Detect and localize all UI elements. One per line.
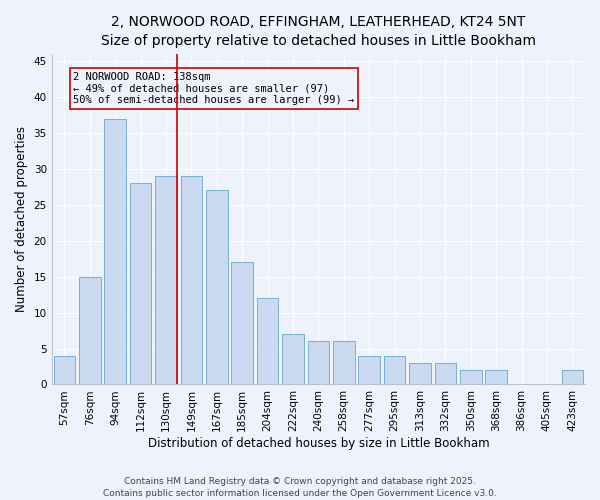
Bar (460, 370, 482, 384)
Bar (232, 262, 253, 384)
Y-axis label: Number of detached properties: Number of detached properties (15, 126, 28, 312)
Bar (181, 176, 202, 384)
Bar (333, 342, 355, 384)
Bar (104, 118, 126, 384)
Bar (282, 334, 304, 384)
Bar (434, 363, 456, 384)
Bar (384, 356, 406, 384)
Bar (155, 176, 177, 384)
Bar (206, 190, 227, 384)
Bar (53, 356, 75, 384)
Bar (308, 342, 329, 384)
Bar (257, 298, 278, 384)
Title: 2, NORWOOD ROAD, EFFINGHAM, LEATHERHEAD, KT24 5NT
Size of property relative to d: 2, NORWOOD ROAD, EFFINGHAM, LEATHERHEAD,… (101, 15, 536, 48)
Text: Contains HM Land Registry data © Crown copyright and database right 2025.
Contai: Contains HM Land Registry data © Crown c… (103, 476, 497, 498)
Bar (409, 363, 431, 384)
Bar (79, 276, 101, 384)
Text: 2 NORWOOD ROAD: 138sqm
← 49% of detached houses are smaller (97)
50% of semi-det: 2 NORWOOD ROAD: 138sqm ← 49% of detached… (73, 72, 355, 105)
Bar (485, 370, 507, 384)
Bar (130, 183, 151, 384)
Bar (562, 370, 583, 384)
Bar (358, 356, 380, 384)
X-axis label: Distribution of detached houses by size in Little Bookham: Distribution of detached houses by size … (148, 437, 489, 450)
